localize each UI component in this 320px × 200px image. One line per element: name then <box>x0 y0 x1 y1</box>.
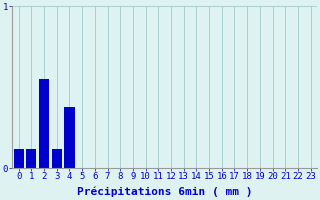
Bar <box>26 149 36 168</box>
Bar <box>64 107 75 168</box>
Bar <box>13 149 24 168</box>
X-axis label: Précipitations 6min ( mm ): Précipitations 6min ( mm ) <box>77 187 252 197</box>
Bar <box>39 79 49 168</box>
Bar <box>52 149 62 168</box>
